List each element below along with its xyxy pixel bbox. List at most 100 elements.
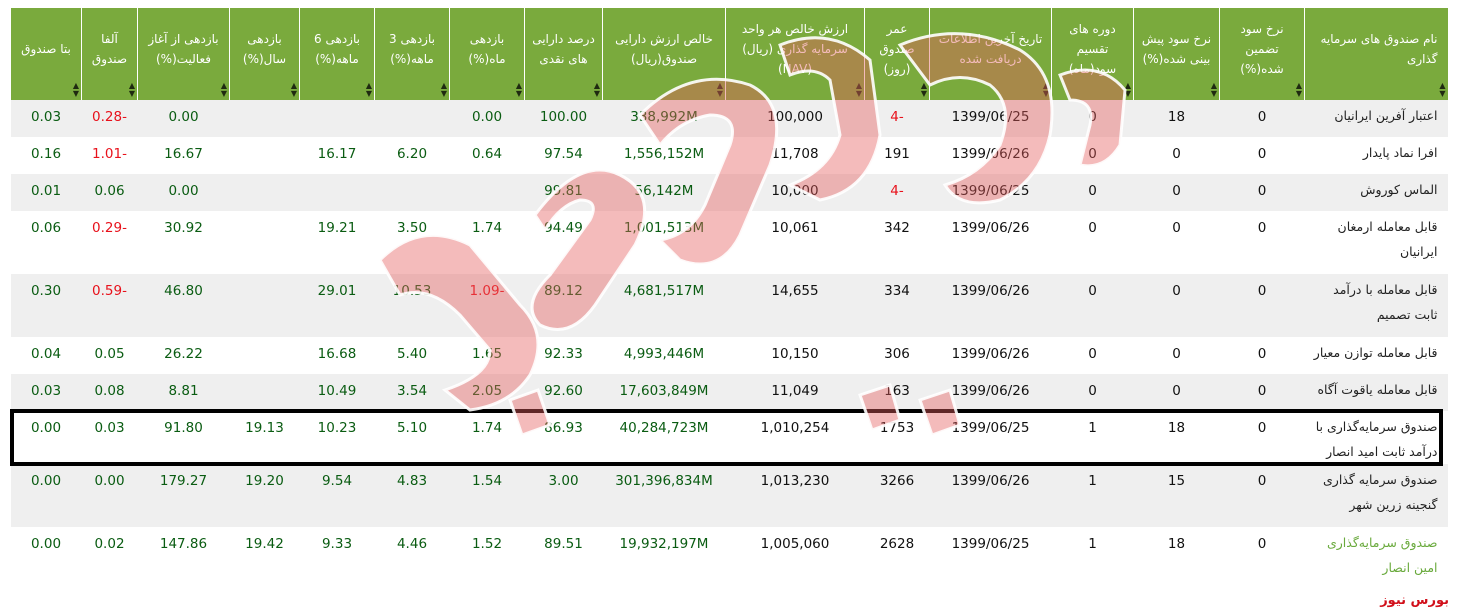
cell-nav: 1,010,254 <box>725 411 865 464</box>
cell-alpha: 0.03 <box>81 411 138 464</box>
header-return-year[interactable]: بازدهی سال(%) ▲ ▼ <box>229 8 300 100</box>
header-fund-name[interactable]: نام صندوق های سرمایه گذاری ▲ ▼ <box>1304 8 1448 100</box>
table-row[interactable]: الماس کوروش 0 0 0 1399/06/25 4- 10,000 56,142M 9… <box>10 174 1448 211</box>
header-return-3m[interactable]: بازدهی 3 ماهه(%) ▲ ▼ <box>374 8 450 100</box>
table-row[interactable]: صندوق سرمایه‌گذاری با درآمد ثابت امید ان… <box>10 411 1448 464</box>
header-return-month[interactable]: بازدهی ماه(%) ▲ ▼ <box>449 8 525 100</box>
cell-beta: 0.00 <box>10 411 82 464</box>
cell-m3 <box>374 100 450 137</box>
cell-nav: 14,655 <box>725 274 865 337</box>
cell-date: 1399/06/26 <box>929 211 1052 274</box>
cell-beta: 0.03 <box>10 100 82 137</box>
cell-cash: 100.00 <box>524 100 603 137</box>
sort-icon[interactable]: ▲ ▼ <box>440 81 447 98</box>
cell-alpha: 1.01- <box>81 137 138 174</box>
cell-month: 1.54 <box>449 464 525 527</box>
header-label: عمر صندوق (روز) <box>879 22 915 76</box>
cell-alpha: 0.08 <box>81 374 138 411</box>
sort-icon[interactable]: ▲ ▼ <box>290 81 297 98</box>
header-forecast-rate[interactable]: نرخ سود پیش بینی شده(%) ▲ ▼ <box>1133 8 1220 100</box>
cell-m6: 10.23 <box>299 411 375 464</box>
sort-icon[interactable]: ▲ ▼ <box>593 81 600 98</box>
header-label: نام صندوق های سرمایه گذاری <box>1320 32 1438 66</box>
cell-name: اعتبار آفرین ایرانیان <box>1304 100 1448 137</box>
cell-beta: 0.00 <box>10 464 82 527</box>
cell-year: 19.20 <box>229 464 300 527</box>
cell-since: 8.81 <box>137 374 230 411</box>
header-label: ارزش خالص هر واحد سرمایه گذاری (ریال)(NA… <box>741 22 849 76</box>
table-row[interactable]: قابل معامله توازن معیار 0 0 0 1399/06/26 306 1… <box>10 337 1448 374</box>
table-row[interactable]: صندوق سرمایه‌گذاری امین انصار 0 18 1 1399/06… <box>10 527 1448 590</box>
cell-date: 1399/06/25 <box>929 411 1052 464</box>
sort-icon[interactable]: ▲ ▼ <box>1439 81 1446 98</box>
sort-icon[interactable]: ▲ ▼ <box>716 81 723 98</box>
sort-icon[interactable]: ▲ ▼ <box>1042 81 1049 98</box>
header-alpha[interactable]: آلفا صندوق ▲ ▼ <box>81 8 138 100</box>
table-row[interactable]: افرا نماد پایدار 0 0 0 1399/06/26 191 11,708 1,… <box>10 137 1448 174</box>
cell-forecast: 15 <box>1133 464 1220 527</box>
table-row[interactable]: قابل معامله ارمغان ایرانیان 0 0 0 1399/06/26… <box>10 211 1448 274</box>
cell-date: 1399/06/26 <box>929 464 1052 527</box>
cell-nav: 10,150 <box>725 337 865 374</box>
cell-alpha: 0.06 <box>81 174 138 211</box>
table-row[interactable]: قابل معامله یاقوت آگاه 0 0 0 1399/06/26 163 11… <box>10 374 1448 411</box>
header-beta[interactable]: بتا صندوق ▲ ▼ <box>10 8 82 100</box>
header-nav[interactable]: ارزش خالص هر واحد سرمایه گذاری (ریال)(NA… <box>725 8 865 100</box>
cell-alpha: 0.29- <box>81 211 138 274</box>
cell-nav: 10,000 <box>725 174 865 211</box>
cell-since: 26.22 <box>137 337 230 374</box>
cell-beta: 0.06 <box>10 211 82 274</box>
sort-icon[interactable]: ▲ ▼ <box>1210 81 1217 98</box>
cell-date: 1399/06/26 <box>929 137 1052 174</box>
table-row[interactable]: صندوق سرمایه گذاری گنجینه زرین شهر 0 15 1 13… <box>10 464 1448 527</box>
header-label: بازدهی ماه(%) <box>468 32 506 66</box>
cell-m6: 29.01 <box>299 274 375 337</box>
cell-period: 0 <box>1051 374 1134 411</box>
cell-month <box>449 174 525 211</box>
header-cash-percent[interactable]: درصد دارایی های نقدی ▲ ▼ <box>524 8 603 100</box>
header-label: دوره های تقسیم سود(ماه) <box>1068 22 1117 76</box>
header-last-update-date[interactable]: تاریخ آخرین اطلاعات دریافت شده ▲ ▼ <box>929 8 1052 100</box>
sort-icon[interactable]: ▲ ▼ <box>920 81 927 98</box>
sort-icon[interactable]: ▲ ▼ <box>515 81 522 98</box>
header-return-since-start[interactable]: بازدهی از آغاز فعالیت(%) ▲ ▼ <box>137 8 230 100</box>
cell-name: افرا نماد پایدار <box>1304 137 1448 174</box>
funds-table-wrapper: نام صندوق های سرمایه گذاری ▲ ▼ نرخ سود تضمی… <box>10 8 1448 590</box>
cell-since: 30.92 <box>137 211 230 274</box>
cell-age: 334 <box>864 274 930 337</box>
header-label: آلفا صندوق <box>91 32 128 66</box>
sort-icon[interactable]: ▲ ▼ <box>72 81 79 98</box>
header-label: بازدهی سال(%) <box>242 32 287 66</box>
header-fund-age[interactable]: عمر صندوق (روز) ▲ ▼ <box>864 8 930 100</box>
cell-period: 0 <box>1051 137 1134 174</box>
header-dividend-period[interactable]: دوره های تقسیم سود(ماه) ▲ ▼ <box>1051 8 1134 100</box>
sort-icon[interactable]: ▲ ▼ <box>220 81 227 98</box>
cell-forecast: 18 <box>1133 527 1220 590</box>
header-label: درصد دارایی های نقدی <box>532 32 595 66</box>
sort-icon[interactable]: ▲ ▼ <box>1124 81 1131 98</box>
header-net-assets[interactable]: خالص ارزش دارایی صندوق(ریال) ▲ ▼ <box>602 8 726 100</box>
sort-icon[interactable]: ▲ ▼ <box>1295 81 1302 98</box>
sort-icon[interactable]: ▲ ▼ <box>855 81 862 98</box>
header-label: بازدهی از آغاز فعالیت(%) <box>148 32 219 66</box>
header-label: تاریخ آخرین اطلاعات دریافت شده <box>938 32 1043 66</box>
sort-icon[interactable]: ▲ ▼ <box>365 81 372 98</box>
cell-age: 2628 <box>864 527 930 590</box>
cell-alpha: 0.28- <box>81 100 138 137</box>
header-return-6m[interactable]: بازدهی 6 ماهه(%) ▲ ▼ <box>299 8 375 100</box>
cell-net-assets: 4,681,517M <box>602 274 726 337</box>
cell-net-assets: 40,284,723M <box>602 411 726 464</box>
sort-icon[interactable]: ▲ ▼ <box>128 81 135 98</box>
cell-month: 1.52 <box>449 527 525 590</box>
header-label: نرخ سود تضمین شده(%) <box>1240 22 1284 76</box>
table-row[interactable]: قابل معامله با درآمد ثابت تصمیم 0 0 0 1399/0… <box>10 274 1448 337</box>
table-row[interactable]: اعتبار آفرین ایرانیان 0 18 0 1399/06/25 4- 100… <box>10 100 1448 137</box>
cell-since: 91.80 <box>137 411 230 464</box>
cell-alpha: 0.59- <box>81 274 138 337</box>
cell-nav: 100,000 <box>725 100 865 137</box>
cell-month: 1.74 <box>449 211 525 274</box>
header-guaranteed-rate[interactable]: نرخ سود تضمین شده(%) ▲ ▼ <box>1219 8 1305 100</box>
cell-year: 19.42 <box>229 527 300 590</box>
cell-cash: 89.12 <box>524 274 603 337</box>
cell-since: 147.86 <box>137 527 230 590</box>
